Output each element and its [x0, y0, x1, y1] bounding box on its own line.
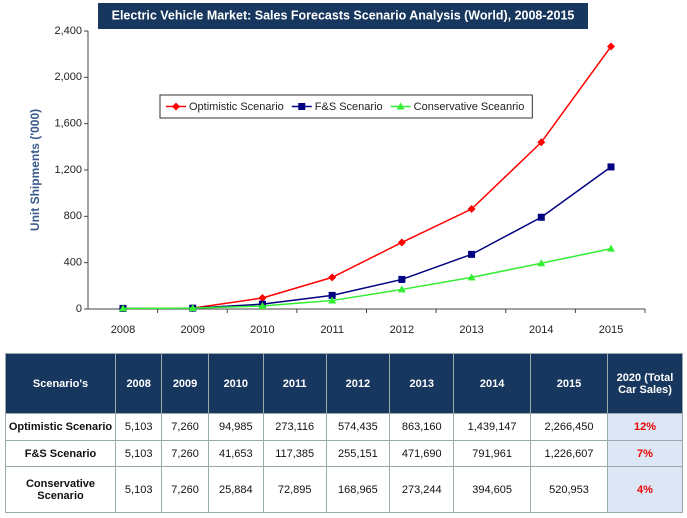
x-tick-label: 2014: [529, 324, 553, 336]
table-cell: 117,385: [262, 439, 327, 468]
table-cell: 5,103: [114, 466, 163, 513]
marker: [607, 42, 615, 51]
marker: [396, 102, 405, 110]
x-tick-label: 2012: [390, 324, 414, 336]
table-row: Conservative Scenario 5,103 7,260 25,884 72,…: [5, 466, 683, 513]
table-cell: Optimistic Scenario: [5, 413, 116, 441]
legend-box: [159, 94, 533, 119]
y-tick-label: 2,000: [54, 71, 82, 83]
table-cell: 791,961: [453, 439, 532, 468]
marker: [328, 296, 337, 304]
y-tick-label: 1,600: [54, 118, 82, 130]
y-axis-label: Unit Shipments ('000): [28, 109, 42, 231]
series-line: [122, 247, 612, 310]
y-tick-label: 0: [76, 303, 82, 315]
table-cell: 41,653: [207, 439, 264, 468]
table-cell: 255,151: [325, 439, 391, 468]
table-cell: 1,226,607: [530, 439, 608, 468]
table-body: Optimistic Scenario 5,103 7,260 94,985 273,1…: [5, 413, 683, 513]
table-row: Optimistic Scenario 5,103 7,260 94,985 273,1…: [5, 413, 683, 441]
table-cell: 5,103: [114, 413, 163, 441]
marker: [607, 244, 615, 252]
marker: [119, 304, 127, 312]
header-cell: 2011: [262, 353, 327, 414]
x-tick-label: 2015: [599, 324, 623, 336]
table-cell: 574,435: [325, 413, 391, 441]
legend-label: Optimistic Scenario: [189, 101, 284, 113]
header-cell: 2020 (Total Car Sales): [607, 353, 683, 414]
x-tick-label: 2013: [459, 324, 483, 336]
marker: [537, 259, 546, 267]
table-cell: 7%: [607, 439, 683, 468]
table-cell: 394,605: [453, 466, 532, 513]
marker: [298, 103, 306, 110]
table-cell: 7,260: [161, 413, 209, 441]
header-cell: 2010: [207, 353, 264, 414]
table-row: F&S Scenario 5,103 7,260 41,653 117,385 255,1…: [5, 439, 683, 468]
table-cell: 2,266,450: [530, 413, 608, 441]
table-cell: Conservative Scenario: [5, 466, 116, 513]
marker: [398, 275, 406, 283]
marker: [188, 304, 197, 312]
y-tick-label: 400: [64, 257, 82, 269]
table-cell: 4%: [607, 466, 683, 513]
data-table: Scenario's 2008 2009 2010 2011 2012 2013 2014 20…: [5, 353, 683, 513]
table-cell: 863,160: [389, 413, 455, 441]
header-cell: Scenario's: [5, 353, 116, 414]
x-tick-label: 2009: [180, 324, 204, 336]
marker: [328, 273, 337, 282]
marker: [468, 250, 476, 258]
legend-label: Conservative Sceanrio: [414, 101, 525, 113]
table-cell: 7,260: [161, 466, 209, 513]
table-cell: 25,884: [207, 466, 264, 513]
x-tick-label: 2008: [111, 324, 135, 336]
legend-label: F&S Scenario: [315, 101, 383, 113]
y-tick-label: 2,400: [54, 25, 82, 37]
header-cell: 2013: [389, 353, 455, 414]
series-line: [122, 46, 612, 310]
marker: [328, 291, 336, 299]
marker: [172, 102, 180, 111]
table-cell: 12%: [607, 413, 683, 441]
x-tick-label: 2010: [250, 324, 274, 336]
marker: [467, 273, 476, 281]
table-cell: 168,965: [325, 466, 391, 513]
header-cell: 2012: [325, 353, 391, 414]
legend: Optimistic Scenario F&S Scenario Conservat…: [159, 94, 533, 119]
header-row: Scenario's 2008 2009 2010 2011 2012 2013 2014 20…: [5, 353, 683, 414]
header-cell: 2009: [161, 353, 209, 414]
marker: [258, 293, 267, 302]
chart-title: Electric Vehicle Market: Sales Forecasts…: [112, 8, 575, 22]
marker: [607, 163, 615, 171]
table-cell: 520,953: [530, 466, 608, 513]
table-cell: 72,895: [262, 466, 327, 513]
table-cell: 7,260: [161, 439, 209, 468]
marker: [258, 302, 267, 310]
marker: [537, 138, 546, 147]
table-cell: 5,103: [114, 439, 163, 468]
table-cell: 471,690: [389, 439, 455, 468]
marker: [467, 205, 476, 214]
table-cell: 273,116: [262, 413, 327, 441]
table-cell: 273,244: [389, 466, 455, 513]
series-line: [122, 166, 612, 310]
header-cell: 2014: [453, 353, 532, 414]
marker: [397, 285, 406, 293]
table-cell: 94,985: [207, 413, 264, 441]
header-cell: 2015: [530, 353, 608, 414]
table-cell: F&S Scenario: [5, 439, 116, 468]
marker: [397, 238, 406, 247]
chart: Electric Vehicle Market: Sales Forecasts…: [28, 3, 646, 336]
y-tick-label: 800: [64, 210, 82, 222]
title-bar: [98, 3, 588, 29]
y-tick-label: 1,200: [54, 164, 82, 176]
header-cell: 2008: [114, 353, 163, 414]
table-cell: 1,439,147: [453, 413, 532, 441]
marker: [537, 213, 545, 221]
x-tick-label: 2011: [320, 324, 344, 336]
